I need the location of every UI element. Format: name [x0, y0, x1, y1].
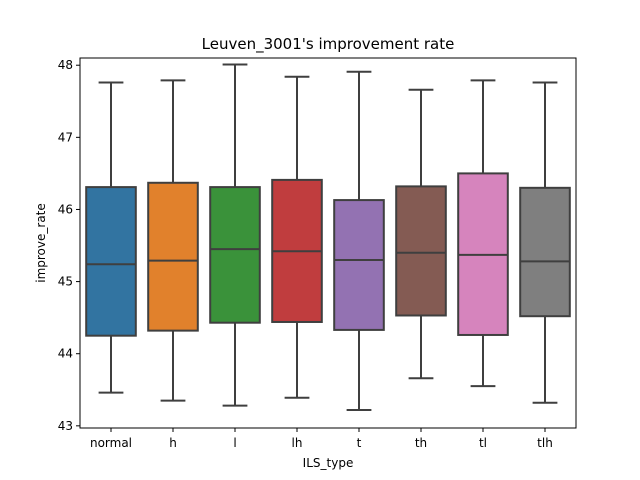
x-tick-label-tl: tl [479, 436, 487, 450]
box-tl [457, 79, 509, 388]
y-axis: 43 44 45 46 47 48 [58, 58, 80, 433]
y-tick-label-43: 43 [58, 419, 73, 433]
y-axis-label: improve_rate [34, 203, 48, 283]
x-tick-label-tlh: tlh [537, 436, 553, 450]
box-tlh [519, 81, 571, 404]
iqr-box-tlh [519, 186, 571, 318]
x-tick-label-lh: lh [292, 436, 303, 450]
y-tick-label-47: 47 [58, 130, 73, 144]
x-tick-label-th: th [415, 436, 427, 450]
x-tick-label-h: h [169, 436, 177, 450]
box-lh [271, 75, 323, 399]
box-h [147, 79, 199, 402]
iqr-box-l [209, 186, 261, 324]
y-tick-label-44: 44 [58, 347, 73, 361]
y-tick-label-48: 48 [58, 58, 73, 72]
box-normal [85, 81, 137, 394]
box-th [395, 88, 447, 380]
chart-title: Leuven_3001's improvement rate [202, 35, 455, 54]
iqr-box-th [395, 185, 447, 317]
iqr-box-normal [85, 186, 137, 337]
y-tick-label-45: 45 [58, 275, 73, 289]
plot-area [85, 63, 571, 411]
plot-frame [79, 57, 577, 429]
x-tick-label-l: l [233, 436, 236, 450]
x-axis: normal h l lh t th tl tlh [90, 428, 553, 450]
x-tick-label-t: t [357, 436, 362, 450]
box-t [333, 70, 385, 411]
x-tick-label-normal: normal [90, 436, 132, 450]
x-axis-label: ILS_type [303, 456, 354, 470]
iqr-box-h [147, 181, 199, 332]
y-tick-label-46: 46 [58, 202, 73, 216]
iqr-box-t [333, 199, 385, 331]
box-l [209, 63, 261, 407]
